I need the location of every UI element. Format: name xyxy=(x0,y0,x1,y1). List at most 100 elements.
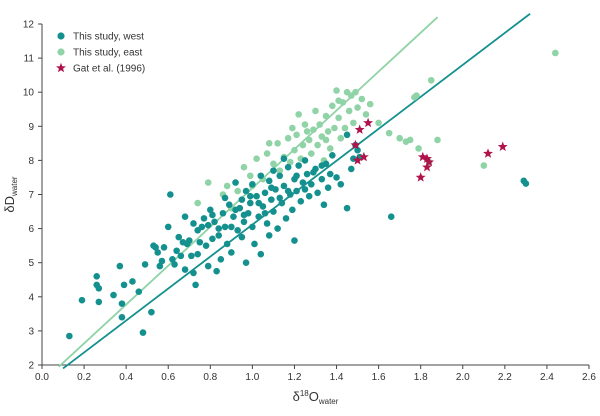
data-point xyxy=(337,180,345,188)
data-point xyxy=(148,308,155,316)
data-point xyxy=(202,242,210,249)
data-point xyxy=(343,131,351,139)
data-point xyxy=(274,140,281,147)
y-tick-label: 12 xyxy=(23,20,35,31)
data-point xyxy=(299,179,307,186)
data-point xyxy=(95,298,103,306)
data-point xyxy=(335,97,342,105)
data-point xyxy=(303,128,311,135)
data-point-star xyxy=(354,124,365,134)
data-point xyxy=(427,76,435,84)
data-point xyxy=(301,186,309,193)
data-point xyxy=(341,124,349,132)
data-point xyxy=(154,249,162,256)
data-point-star xyxy=(483,148,493,158)
data-point xyxy=(160,244,168,251)
legend: This study, west This study, east Gat et a… xyxy=(56,32,145,75)
data-point-star xyxy=(422,153,432,163)
data-point xyxy=(552,49,559,57)
y-axis-title-main: δD xyxy=(2,196,17,213)
data-point xyxy=(228,223,235,231)
data-point xyxy=(305,192,313,200)
data-point xyxy=(261,189,269,197)
data-point xyxy=(200,215,208,222)
data-point xyxy=(167,191,174,198)
data-point xyxy=(118,313,126,321)
data-point xyxy=(310,169,317,176)
data-point xyxy=(253,192,260,200)
data-point xyxy=(215,232,223,239)
data-point xyxy=(314,141,321,149)
data-point xyxy=(284,134,292,142)
data-point xyxy=(139,329,147,336)
x-tick-label: 1.4 xyxy=(330,372,344,383)
data-point xyxy=(204,179,212,186)
x-tick-label: 2.0 xyxy=(456,372,470,383)
data-point xyxy=(116,262,124,270)
data-point xyxy=(211,218,218,226)
data-point xyxy=(326,145,334,152)
legend-marker xyxy=(57,32,65,40)
axis-titles: δ18Owater δDwater xyxy=(2,176,339,406)
data-point xyxy=(280,182,288,190)
data-point xyxy=(268,196,275,203)
data-point xyxy=(152,244,159,251)
data-point xyxy=(289,124,296,132)
data-point xyxy=(164,223,172,231)
x-tick-label: 1.8 xyxy=(414,372,428,383)
data-point xyxy=(324,128,332,135)
data-point xyxy=(293,172,300,180)
data-point xyxy=(350,119,357,127)
data-point xyxy=(329,102,336,110)
data-point xyxy=(345,107,353,115)
data-point xyxy=(284,163,292,171)
data-point xyxy=(255,213,262,220)
x-tick-label: 0.4 xyxy=(119,372,133,383)
data-point xyxy=(329,151,336,159)
data-point xyxy=(347,165,355,173)
data-point xyxy=(183,240,191,248)
data-point-star xyxy=(358,151,369,162)
x-axis-title-sub: water xyxy=(318,397,339,406)
data-point-star xyxy=(422,162,432,172)
data-point xyxy=(129,278,136,285)
data-point xyxy=(242,259,250,267)
x-tick-label: 2.6 xyxy=(582,372,596,383)
data-point xyxy=(263,220,271,227)
data-point xyxy=(274,225,281,232)
data-point xyxy=(78,296,86,304)
data-point xyxy=(242,187,250,195)
legend-label: Gat et al. (1996) xyxy=(73,64,145,75)
data-point xyxy=(257,250,265,258)
data-point xyxy=(240,218,248,226)
data-point xyxy=(240,211,248,219)
data-point xyxy=(385,129,393,137)
data-point xyxy=(333,87,340,94)
data-point xyxy=(223,240,231,248)
data-point xyxy=(324,184,332,191)
data-point xyxy=(181,213,189,220)
legend-label: This study, east xyxy=(73,48,143,59)
data-point xyxy=(333,174,340,181)
data-point xyxy=(289,206,296,214)
data-point xyxy=(118,300,126,307)
data-point-star xyxy=(497,141,508,151)
y-tick-label: 8 xyxy=(28,156,34,167)
data-point xyxy=(217,255,225,263)
x-tick-label: 0.6 xyxy=(161,372,175,383)
data-point xyxy=(276,194,284,202)
data-point-star xyxy=(424,156,435,167)
data-point xyxy=(343,204,351,212)
data-point xyxy=(169,255,176,263)
data-point xyxy=(240,163,248,171)
data-point xyxy=(335,114,342,122)
data-point xyxy=(301,121,309,128)
data-point-star xyxy=(352,155,363,165)
data-point xyxy=(158,257,166,265)
data-point xyxy=(177,252,185,260)
legend-marker xyxy=(57,48,65,56)
y-tick-label: 3 xyxy=(28,326,34,337)
y-tick-label: 6 xyxy=(28,224,34,235)
data-point-star xyxy=(363,117,374,128)
data-point xyxy=(173,247,180,255)
